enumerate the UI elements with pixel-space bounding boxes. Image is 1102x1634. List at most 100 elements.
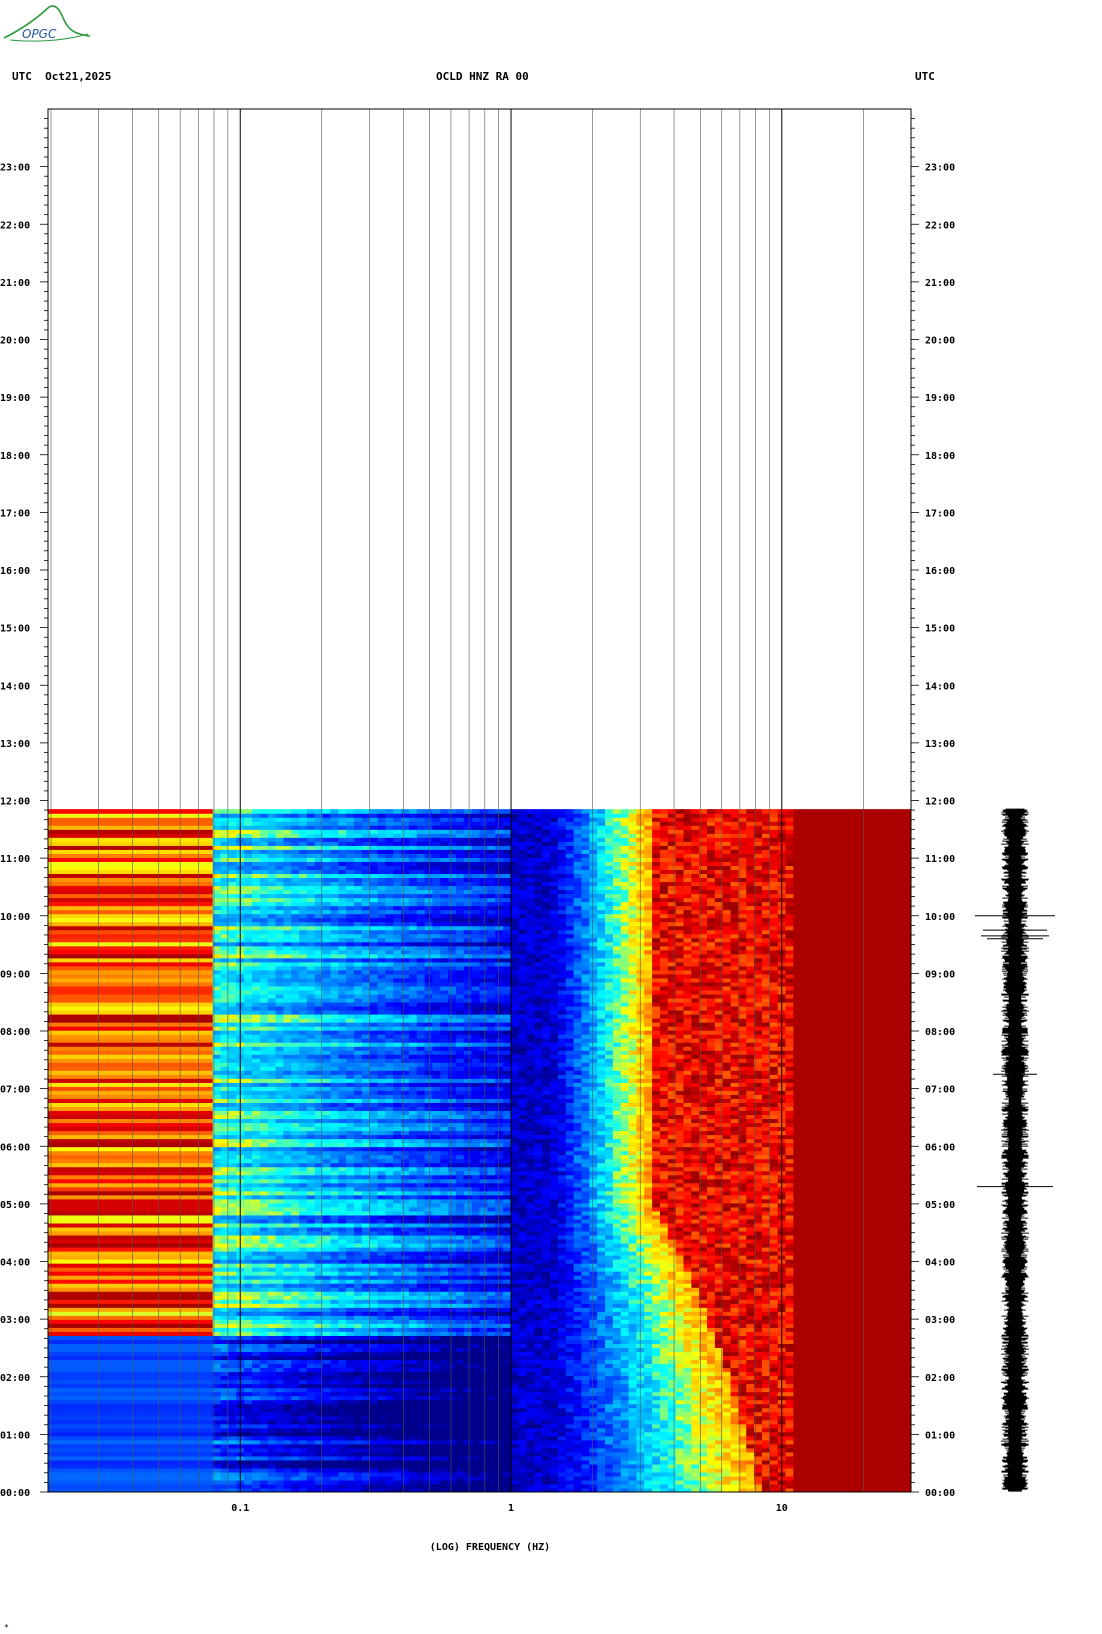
heatmap-cell (157, 1463, 167, 1469)
heatmap-cell (761, 1443, 771, 1449)
heatmap-cell (110, 1427, 120, 1433)
heatmap-cell (534, 1311, 543, 1316)
heatmap-cell (275, 1415, 284, 1421)
heatmap-cell (55, 1475, 65, 1481)
heatmap-cell (322, 1443, 332, 1449)
heatmap-cell (306, 1355, 316, 1361)
heatmap-cell (330, 1319, 339, 1324)
heatmap-cell (455, 1319, 465, 1324)
heatmap-cell (479, 1363, 488, 1369)
header-date: UTC Oct21,2025 (12, 70, 112, 83)
heatmap-cell (738, 1383, 747, 1389)
heatmap-cell (652, 1375, 661, 1381)
heatmap-cell (455, 1471, 465, 1477)
heatmap-cell (816, 1423, 826, 1429)
heatmap-cell (785, 1419, 794, 1425)
heatmap-cell (63, 1439, 73, 1445)
heatmap-cell (871, 1431, 881, 1437)
heatmap-cell (204, 1327, 214, 1332)
heatmap-cell (848, 1363, 857, 1369)
heatmap-cell (299, 1315, 308, 1320)
heatmap-cell (691, 1351, 700, 1357)
heatmap-cell (487, 1327, 496, 1332)
heatmap-cell (565, 1455, 575, 1461)
heatmap-cell (204, 1395, 214, 1401)
heatmap-cell (620, 1387, 630, 1393)
heatmap-cell (667, 1355, 677, 1361)
heatmap-cell (605, 1375, 614, 1381)
heatmap-cell (314, 1439, 324, 1445)
heatmap-cell (267, 1431, 277, 1437)
heatmap-cell (683, 1395, 692, 1401)
heatmap-cell (142, 1323, 151, 1328)
heatmap-cell (79, 1359, 88, 1365)
heatmap-cell (714, 1315, 724, 1320)
heatmap-cell (448, 1475, 457, 1481)
heatmap-cell (165, 1419, 175, 1425)
heatmap-cell (495, 1387, 504, 1393)
heatmap-cell (87, 1459, 96, 1465)
heatmap-cell (220, 1471, 230, 1477)
heatmap-cell (251, 1467, 261, 1473)
heatmap-cell (95, 1431, 104, 1437)
heatmap-cell (275, 1359, 284, 1365)
heatmap-cell (134, 1483, 143, 1489)
heatmap-cell (605, 1335, 614, 1340)
heatmap-cell (181, 1339, 190, 1344)
heatmap-cell (652, 1431, 661, 1437)
heatmap-cell (793, 1415, 802, 1421)
heatmap-cell (738, 1459, 747, 1465)
heatmap-cell (534, 1483, 543, 1489)
heatmap-cell (761, 1327, 771, 1332)
heatmap-cell (503, 1391, 512, 1397)
heatmap-cell (275, 1435, 284, 1441)
heatmap-cell (793, 1331, 802, 1336)
heatmap-cell (542, 1387, 551, 1393)
heatmap-cell (730, 1375, 739, 1381)
heatmap-cell (573, 1319, 583, 1324)
heatmap-cell (149, 1363, 159, 1369)
heatmap-cell (510, 1379, 520, 1385)
heatmap-cell (495, 1347, 504, 1353)
heatmap-cell (102, 1411, 112, 1417)
heatmap-cell (612, 1359, 622, 1365)
heatmap-cell (275, 1423, 284, 1429)
heatmap-cell (848, 1315, 857, 1320)
heatmap-cell (479, 1443, 488, 1449)
heatmap-cell (87, 1451, 96, 1457)
heatmap-cell (118, 1307, 128, 1312)
heatmap-cell (479, 1375, 488, 1381)
heatmap-cell (557, 1435, 567, 1441)
heatmap-cell (801, 1447, 810, 1453)
heatmap-cell (518, 1411, 528, 1417)
heatmap-cell (863, 1367, 873, 1373)
heatmap-cell (832, 1331, 841, 1336)
heatmap-cell (346, 1395, 355, 1401)
heatmap-cell (189, 1451, 198, 1457)
heatmap-cell (110, 1347, 120, 1353)
heatmap-cell (495, 1423, 504, 1429)
heatmap-cell (816, 1375, 826, 1381)
heatmap-cell (306, 1383, 316, 1389)
heatmap-cell (393, 1423, 402, 1429)
heatmap-cell (393, 1331, 402, 1336)
heatmap-cell (228, 1343, 237, 1348)
heatmap-cell (110, 1471, 120, 1477)
heatmap-cell (856, 1311, 865, 1316)
heatmap-cell (903, 1383, 911, 1389)
heatmap-cell (197, 1323, 206, 1328)
heatmap-cell (699, 1467, 708, 1473)
heatmap-cell (581, 1427, 590, 1433)
heatmap-cell (816, 1467, 826, 1473)
heatmap-cell (110, 1383, 120, 1389)
heatmap-cell (346, 1471, 355, 1477)
heatmap-cell (377, 1367, 386, 1373)
heatmap-cell (463, 1463, 473, 1469)
heatmap-cell (754, 1367, 763, 1373)
heatmap-cell (173, 1351, 182, 1357)
heatmap-cell (118, 1447, 128, 1453)
heatmap-cell (903, 1387, 911, 1393)
heatmap-cell (801, 1331, 810, 1336)
heatmap-cell (283, 1391, 292, 1397)
heatmap-cell (377, 1467, 386, 1473)
